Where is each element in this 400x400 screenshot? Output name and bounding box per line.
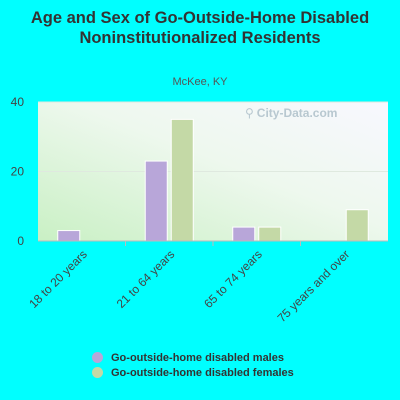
bar-females [345,209,369,242]
legend-item-females: Go-outside-home disabled females [92,365,294,380]
y-tick-label: 20 [11,165,25,179]
x-tick-label: 18 to 20 years [26,247,90,311]
legend-label-females: Go-outside-home disabled females [111,366,294,379]
bar-females [170,118,194,242]
chart-title: Age and Sex of Go-Outside-Home Disabled … [30,9,370,47]
bar-females [258,226,282,242]
legend-swatch-males [92,352,103,363]
x-tick-label: 75 years and over [275,247,353,325]
legend: Go-outside-home disabled males Go-outsid… [92,350,294,380]
legend-swatch-females [92,367,103,378]
legend-item-males: Go-outside-home disabled males [92,350,294,365]
y-tick-label: 40 [11,95,25,109]
x-tick-label: 21 to 64 years [114,247,178,311]
watermark: ⚲ City-Data.com [245,106,337,120]
watermark-text: City-Data.com [256,106,338,120]
bar-males [57,230,81,242]
x-tick-label: 65 to 74 years [201,247,265,311]
y-tick-label: 0 [17,234,24,248]
magnifier-icon: ⚲ [245,106,254,120]
bar-males [144,160,168,242]
bar-males [232,226,256,242]
legend-label-males: Go-outside-home disabled males [111,351,284,364]
chart-subtitle: McKee, KY [172,76,228,88]
